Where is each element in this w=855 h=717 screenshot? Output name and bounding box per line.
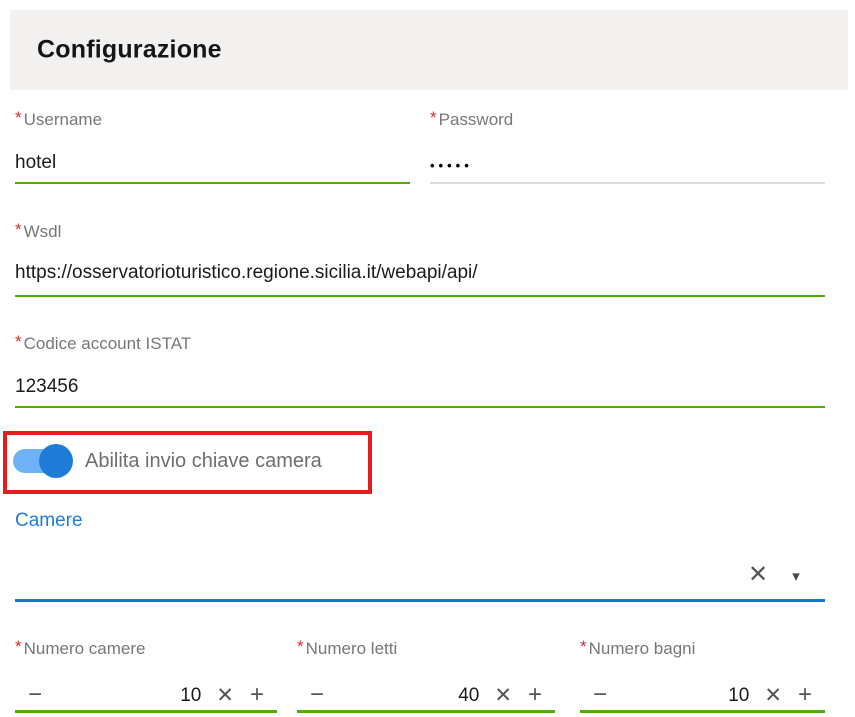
codice-account-istat-input[interactable]: 123456 (15, 376, 79, 397)
password-field: * Password ••••• (430, 108, 825, 188)
username-field: * Username hotel (15, 108, 410, 188)
numero-letti-label: * Numero letti (297, 637, 397, 659)
codice-account-istat-label-text: Codice account ISTAT (23, 334, 192, 353)
clear-icon[interactable]: ✕ (764, 683, 782, 707)
numero-camere-stepper: * Numero camere − 10 ✕ + (15, 637, 277, 717)
toggle-thumb-icon (39, 444, 73, 478)
minus-icon[interactable]: − (593, 681, 608, 708)
wsdl-label: * Wsdl (15, 220, 61, 242)
wsdl-underline (15, 295, 825, 297)
camere-select[interactable]: ✕ ▾ (15, 560, 825, 604)
page-title: Configurazione (37, 35, 222, 64)
minus-icon[interactable]: − (310, 681, 325, 708)
abilita-invio-chiave-camera-toggle[interactable] (13, 444, 73, 478)
numero-camere-underline (15, 710, 277, 713)
clear-icon[interactable]: ✕ (216, 683, 234, 707)
codice-account-istat-label: * Codice account ISTAT (15, 332, 191, 354)
numero-letti-value[interactable]: 40 (458, 684, 480, 706)
plus-icon[interactable]: + (797, 681, 812, 708)
clear-icon[interactable]: ✕ (494, 683, 512, 707)
numero-bagni-label-text: Numero bagni (588, 639, 696, 658)
numero-letti-controls: − 40 ✕ + (297, 679, 555, 711)
numero-bagni-value[interactable]: 10 (728, 684, 750, 706)
required-asterisk: * (15, 220, 22, 239)
dropdown-caret-icon[interactable]: ▾ (792, 568, 800, 585)
required-asterisk: * (297, 637, 304, 656)
numero-bagni-label: * Numero bagni (580, 637, 695, 659)
required-asterisk: * (15, 637, 22, 656)
required-asterisk: * (15, 108, 22, 127)
numero-letti-stepper: * Numero letti − 40 ✕ + (297, 637, 555, 717)
required-asterisk: * (15, 332, 22, 351)
plus-icon[interactable]: + (527, 681, 542, 708)
numero-camere-label-text: Numero camere (23, 639, 146, 658)
clear-icon[interactable]: ✕ (748, 561, 769, 588)
required-asterisk: * (430, 108, 437, 127)
username-label: * Username (15, 108, 102, 130)
camere-select-underline (15, 599, 825, 602)
password-input[interactable]: ••••• (430, 158, 473, 173)
username-underline (15, 182, 410, 184)
numero-bagni-stepper: * Numero bagni − 10 ✕ + (580, 637, 825, 717)
required-asterisk: * (580, 637, 587, 656)
numero-letti-label-text: Numero letti (305, 639, 398, 658)
numero-camere-label: * Numero camere (15, 637, 146, 659)
wsdl-field: * Wsdl https://osservatorioturistico.regi… (15, 220, 825, 300)
wsdl-label-text: Wsdl (23, 222, 62, 241)
numero-bagni-underline (580, 710, 825, 713)
page-header: Configurazione (10, 10, 848, 90)
minus-icon[interactable]: − (28, 681, 43, 708)
codice-account-istat-underline (15, 406, 825, 408)
username-input[interactable]: hotel (15, 152, 57, 173)
abilita-invio-chiave-camera-label: Abilita invio chiave camera (85, 450, 322, 472)
numero-letti-underline (297, 710, 555, 713)
password-underline (430, 182, 825, 184)
numero-camere-value[interactable]: 10 (180, 684, 202, 706)
numero-camere-controls: − 10 ✕ + (15, 679, 277, 711)
plus-icon[interactable]: + (249, 681, 264, 708)
codice-account-istat-field: * Codice account ISTAT 123456 (15, 332, 825, 412)
camere-link[interactable]: Camere (15, 510, 83, 531)
password-label-text: Password (438, 110, 514, 129)
wsdl-input[interactable]: https://osservatorioturistico.regione.si… (15, 262, 478, 283)
password-label: * Password (430, 108, 513, 130)
username-label-text: Username (23, 110, 103, 129)
numero-bagni-controls: − 10 ✕ + (580, 679, 825, 711)
